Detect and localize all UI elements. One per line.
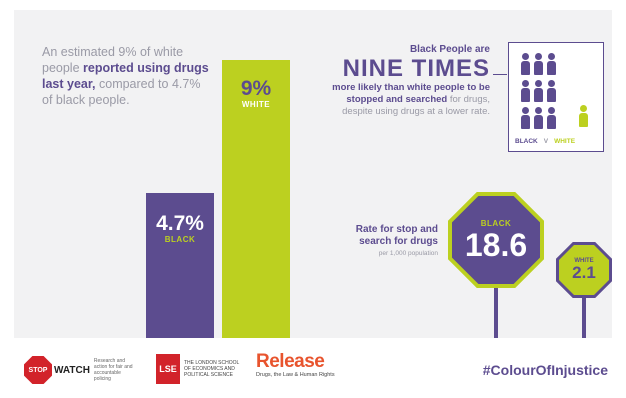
white-people-icons [577, 105, 590, 132]
stop-sign-icon: STOP [24, 356, 52, 384]
people-legend: BLACK V WHITE [515, 138, 575, 145]
intro-text-part: An estimated 9% of white people [42, 45, 184, 75]
nine-times-body: more likely than white people to be stop… [330, 82, 490, 118]
legend-vs: V [543, 138, 549, 145]
lse-logo: LSE THE LONDON SCHOOL OF ECONOMICS AND P… [156, 354, 244, 384]
white-person-icon [577, 105, 590, 127]
black-person-icon [545, 80, 558, 102]
black-person-icon [532, 80, 545, 102]
black-person-icon [545, 107, 558, 129]
black-rate-sign: BLACK 18.6 [448, 192, 544, 288]
stopwatch-logo: STOP WATCH Research and action for fair … [24, 356, 134, 384]
release-logo: Release Drugs, the Law & Human Rights [256, 351, 335, 379]
rate-subtitle: per 1,000 population [378, 250, 438, 257]
legend-black: BLACK [515, 138, 538, 145]
nine-times-body-highlight: more likely than white people to be stop… [332, 82, 490, 105]
stopwatch-name: WATCH [54, 364, 90, 376]
release-tagline: Drugs, the Law & Human Rights [256, 372, 335, 378]
rate-title: Rate for stop and search for drugs [355, 224, 438, 247]
intro-text-part: compared to 4.7% of black people. [42, 77, 201, 107]
people-comparison-box: BLACK V WHITE [508, 42, 604, 152]
bar-white-value: 9% [240, 77, 272, 100]
stopwatch-tagline: Research and action for fair and account… [93, 358, 133, 382]
hashtag[interactable]: #ColourOfInjustice [482, 362, 608, 378]
bar-white: 9% WHITE [222, 60, 290, 338]
black-person-icon [532, 107, 545, 129]
white-sign-value: 2.1 [572, 263, 596, 282]
bar-black: 4.7% BLACK [146, 192, 214, 338]
black-person-icon [545, 53, 558, 75]
black-sign-pole [494, 288, 498, 338]
connector-line [493, 74, 507, 75]
bar-black-label: BLACK [164, 234, 196, 244]
black-person-icon [519, 107, 532, 129]
black-person-icon [519, 53, 532, 75]
footer [0, 338, 626, 398]
intro-text: An estimated 9% of white people reported… [42, 44, 212, 108]
bar-black-value: 4.7% [156, 211, 204, 235]
black-people-icons [519, 53, 561, 134]
lse-mark: LSE [156, 354, 180, 384]
nine-times-body-rest: for drugs, despite using drugs at a lowe… [342, 94, 490, 117]
nine-times-intro: Black People are [409, 44, 490, 55]
white-sign-label: WHITE [574, 258, 594, 264]
white-sign-content: WHITE 2.1 [556, 242, 612, 298]
legend-white: WHITE [554, 138, 576, 145]
black-sign-label: BLACK [480, 218, 512, 228]
black-person-icon [519, 80, 532, 102]
black-sign-value: 18.6 [464, 226, 528, 263]
black-person-icon [532, 53, 545, 75]
bar-white-label: WHITE [241, 100, 271, 109]
stop-search-rate-text: Rate for stop and search for drugs per 1… [330, 224, 438, 257]
white-rate-sign: WHITE 2.1 [556, 242, 612, 298]
white-sign-face [559, 245, 609, 295]
nine-times-block: Black People are NINE TIMES more likely … [330, 44, 490, 118]
lse-name: THE LONDON SCHOOL OF ECONOMICS AND POLIT… [184, 360, 240, 378]
white-sign-pole [582, 298, 586, 338]
black-sign-content: BLACK 18.6 [448, 192, 544, 288]
nine-times-headline: NINE TIMES [342, 55, 490, 82]
release-name: Release [256, 351, 325, 372]
black-sign-face [452, 196, 540, 284]
intro-text-highlight: reported using drugs last year, [42, 61, 209, 91]
